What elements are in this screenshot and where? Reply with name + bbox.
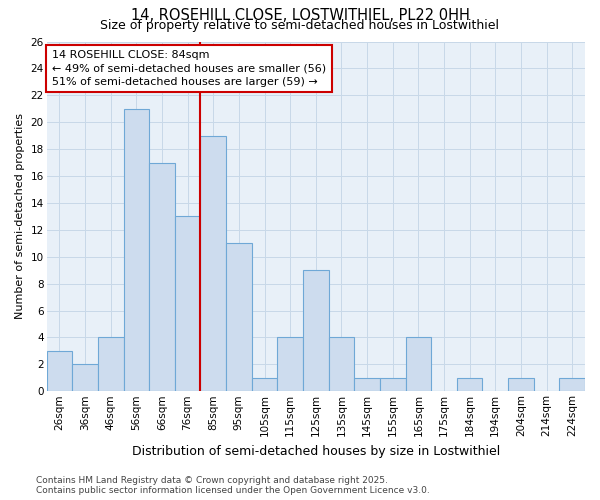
- Bar: [329, 338, 354, 392]
- Bar: [559, 378, 585, 392]
- Text: 14, ROSEHILL CLOSE, LOSTWITHIEL, PL22 0HH: 14, ROSEHILL CLOSE, LOSTWITHIEL, PL22 0H…: [131, 8, 469, 22]
- Text: Size of property relative to semi-detached houses in Lostwithiel: Size of property relative to semi-detach…: [101, 18, 499, 32]
- Bar: [47, 351, 72, 392]
- Bar: [277, 338, 303, 392]
- Bar: [175, 216, 200, 392]
- Bar: [354, 378, 380, 392]
- Bar: [508, 378, 534, 392]
- Text: 14 ROSEHILL CLOSE: 84sqm
← 49% of semi-detached houses are smaller (56)
51% of s: 14 ROSEHILL CLOSE: 84sqm ← 49% of semi-d…: [52, 50, 326, 86]
- Bar: [200, 136, 226, 392]
- Bar: [406, 338, 431, 392]
- Bar: [303, 270, 329, 392]
- Bar: [457, 378, 482, 392]
- Bar: [226, 244, 251, 392]
- Bar: [124, 109, 149, 392]
- Bar: [98, 338, 124, 392]
- Bar: [149, 162, 175, 392]
- Bar: [72, 364, 98, 392]
- X-axis label: Distribution of semi-detached houses by size in Lostwithiel: Distribution of semi-detached houses by …: [131, 444, 500, 458]
- Bar: [380, 378, 406, 392]
- Y-axis label: Number of semi-detached properties: Number of semi-detached properties: [15, 114, 25, 320]
- Bar: [251, 378, 277, 392]
- Text: Contains HM Land Registry data © Crown copyright and database right 2025.
Contai: Contains HM Land Registry data © Crown c…: [36, 476, 430, 495]
